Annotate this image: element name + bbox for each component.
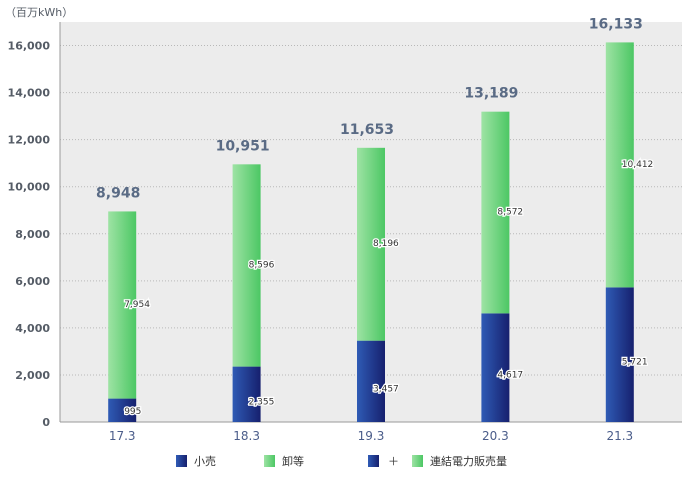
y-tick-label: 10,000: [8, 181, 51, 194]
bar-wholesale: [357, 147, 385, 341]
y-tick-label: 2,000: [15, 369, 50, 382]
x-axis-ticks: 17.3 18.3 19.3 20.3 21.3: [109, 429, 633, 443]
bar-wholesale: [605, 42, 634, 288]
bar-retail: [481, 313, 510, 422]
y-tick-label: 14,000: [8, 87, 51, 100]
data-labels: 995 7,954 8,948 2,355 8,596 10,951 3,457 8,196 1…: [96, 16, 654, 418]
segment-label: 4,617: [497, 371, 523, 381]
segment-label: 8,572: [497, 208, 523, 218]
segment-label: 10,412: [622, 160, 654, 170]
legend-swatch-retail: [368, 455, 379, 467]
total-label: 13,189: [464, 86, 518, 102]
legend-label: 小売: [194, 455, 216, 468]
total-label: 10,951: [216, 138, 270, 154]
segment-label: 5,721: [622, 358, 648, 368]
x-tick-label: 21.3: [606, 429, 633, 443]
y-tick-label: 4,000: [15, 322, 50, 335]
legend-swatch: [176, 455, 187, 467]
bar-wholesale: [232, 164, 261, 367]
y-tick-label: 12,000: [8, 134, 51, 147]
bar-wholesale: [481, 111, 510, 314]
bar-retail: [108, 398, 137, 422]
bar-retail: [357, 340, 385, 422]
y-axis-unit-label: （百万kWh）: [5, 6, 73, 19]
bar-wholesale: [108, 211, 137, 399]
y-tick-label: 16,000: [8, 40, 51, 53]
x-tick-label: 17.3: [109, 429, 136, 443]
x-tick-label: 18.3: [233, 429, 260, 443]
bar-retail: [232, 366, 261, 422]
segment-label: 995: [124, 407, 141, 417]
y-tick-label: 8,000: [15, 228, 50, 241]
total-label: 16,133: [589, 16, 643, 32]
total-label: 8,948: [96, 185, 140, 201]
bar-retail: [605, 287, 634, 422]
legend-swatch-wholesale: [412, 455, 423, 467]
y-axis-ticks: 0 2,000 4,000 6,000 8,000 10,000 12,000 14,000 1…: [8, 40, 51, 429]
y-tick-label: 0: [42, 416, 50, 429]
x-tick-label: 20.3: [482, 429, 509, 443]
legend-swatch: [264, 455, 275, 467]
x-tick-label: 19.3: [358, 429, 385, 443]
total-label: 11,653: [340, 122, 394, 138]
segment-label: 8,596: [249, 260, 275, 270]
y-tick-label: 6,000: [15, 275, 50, 288]
legend: 小売 卸等 ＋ 連結電力販売量: [176, 454, 507, 468]
segment-label: 8,196: [373, 239, 399, 249]
segment-label: 7,954: [124, 300, 150, 310]
segment-label: 3,457: [373, 384, 399, 394]
legend-plus: ＋: [388, 455, 399, 468]
segment-label: 2,355: [249, 397, 275, 407]
bars-group: [108, 42, 634, 422]
legend-label: 連結電力販売量: [430, 454, 507, 468]
legend-label: 卸等: [282, 454, 304, 468]
